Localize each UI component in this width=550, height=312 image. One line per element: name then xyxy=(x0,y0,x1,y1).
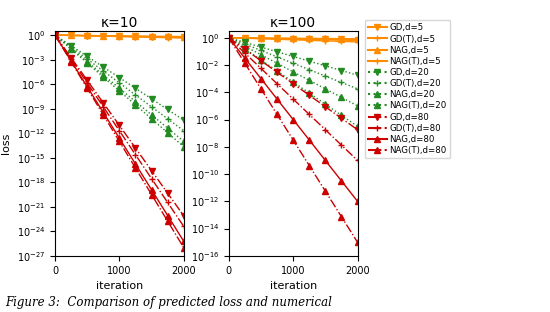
Legend: GD,d=5, GD(T),d=5, NAG,d=5, NAG(T),d=5, GD,d=20, GD(T),d=20, NAG,d=20, NAG(T),d=: GD,d=5, GD(T),d=5, NAG,d=5, NAG(T),d=5, … xyxy=(365,20,450,158)
Title: κ=100: κ=100 xyxy=(270,16,316,30)
Text: Figure 3:  Comparison of predicted loss and numerical: Figure 3: Comparison of predicted loss a… xyxy=(6,296,332,309)
X-axis label: iteration: iteration xyxy=(270,281,317,291)
X-axis label: iteration: iteration xyxy=(96,281,143,291)
Title: κ=10: κ=10 xyxy=(101,16,138,30)
Y-axis label: loss: loss xyxy=(1,133,11,154)
